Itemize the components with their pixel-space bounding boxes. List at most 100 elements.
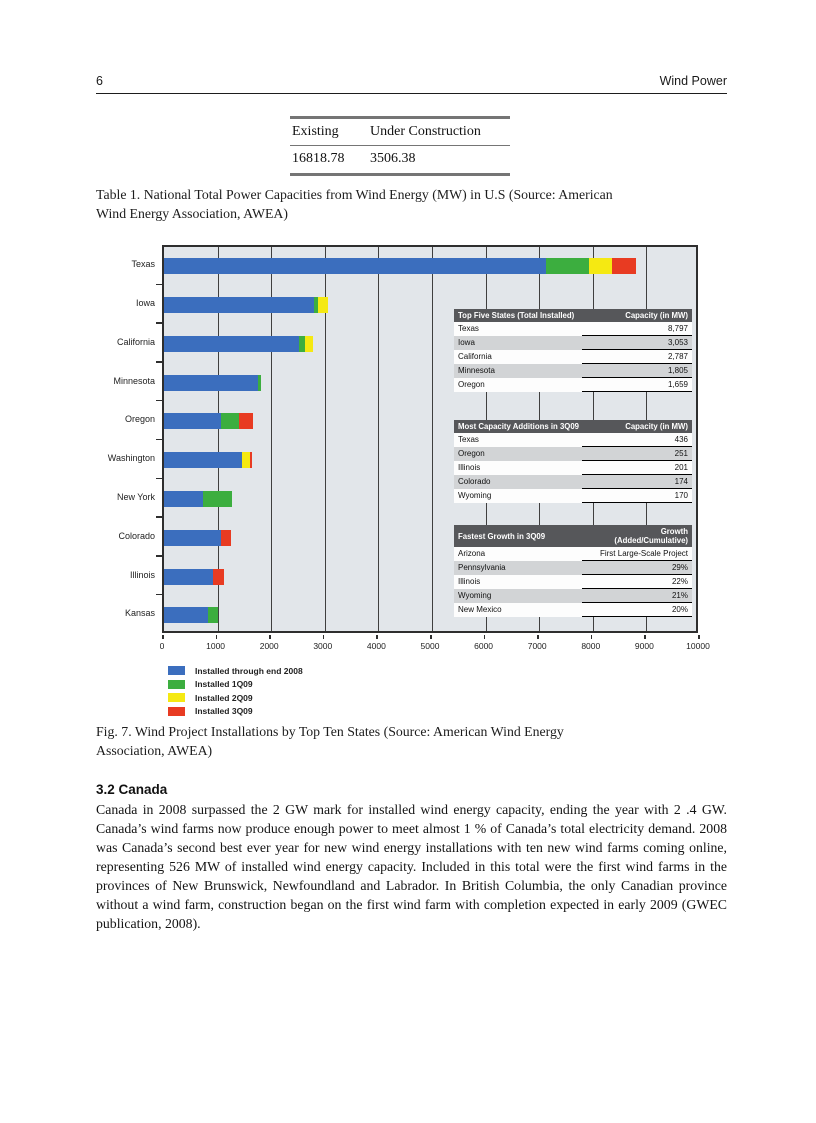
x-tick-mark-7000 [537,635,539,640]
x-tick-mark-3000 [322,635,325,640]
inset-row-value: 29% [582,561,692,576]
inset-table-title: Top Five States (Total Installed) [458,311,575,321]
category-label-minnesota: Minnesota [113,375,155,386]
legend-label: Installed 3Q09 [195,706,253,717]
x-tick-label-9000: 9000 [634,641,654,652]
bar-texas-installed-3q09 [612,258,636,275]
inset-table-2: Most Capacity Additions in 3Q09 Capacity … [454,420,692,504]
gridline-2000 [271,247,273,632]
bar-new-york-installed-1q09 [203,490,233,507]
fig7-caption: Fig. 7. Wind Project Installations by To… [96,723,727,760]
bar-texas-installed-2q09 [588,258,613,275]
inset-row-value: 201 [582,461,692,476]
bar-illinois-installed-3q09 [213,568,224,585]
category-label-oregon: Oregon [124,414,155,425]
inset-row-name: Wyoming [458,591,492,601]
inset-table-row: Pennsylvania 29% [454,561,692,576]
inset-row-value: 2,787 [582,350,692,365]
x-tick-label-7000: 7000 [527,641,547,652]
bar-texas-installed-through-end-2008 [164,258,546,275]
inset-row-name: Minnesota [458,366,495,376]
category-label-texas: Texas [131,259,155,270]
inset-table-row: New Mexico 20% [454,603,692,618]
inset-table-title: Fastest Growth in 3Q09 [458,531,546,541]
running-header: 6 Wind Power [96,74,727,94]
legend-swatch [168,666,185,676]
x-tick-label-0: 0 [159,641,165,652]
category-label-new-york: New York [116,491,155,502]
x-tick-mark-8000 [590,635,593,640]
inset-row-name: Iowa [458,338,475,348]
inset-table-row: Arizona First Large-Scale Project [454,547,692,562]
page-content: 6 Wind Power Existing Under Construction… [96,0,727,933]
inset-row-name: Oregon [458,449,485,459]
inset-table-row: Illinois 22% [454,575,692,590]
category-label-iowa: Iowa [135,297,155,308]
inset-row-name: Arizona [458,549,486,559]
inset-table-row: Oregon 251 [454,447,692,462]
inset-table-value-header: Capacity (in MW) [625,311,688,321]
bar-iowa-installed-through-end-2008 [164,296,314,313]
section-heading-canada: 3.2 Canada [96,782,168,798]
inset-row-value: 8,797 [582,322,692,337]
inset-table-row: Iowa 3,053 [454,336,692,351]
legend-swatch [168,706,185,716]
inset-row-value: 174 [582,475,692,490]
chart-legend: Installed through end 2008 Installed 1Q09… [168,664,303,718]
gridline-1000 [217,247,219,632]
table1-header-existing: Existing [292,124,339,139]
category-label-illinois: Illinois [129,569,155,580]
bar-new-york-installed-through-end-2008 [164,490,204,507]
bar-california-installed-1q09 [298,335,306,352]
inset-row-name: California [458,352,492,362]
bar-colorado-installed-through-end-2008 [164,529,222,546]
inset-row-name: Illinois [458,577,481,587]
inset-table-header: Fastest Growth in 3Q09 Growth (Added/Cumu… [454,525,692,548]
inset-table-row: Wyoming 21% [454,589,692,604]
x-tick-mark-10000 [698,635,700,640]
category-label-washington: Washington [107,453,155,464]
inset-row-value: 170 [582,489,692,504]
inset-table-1: Top Five States (Total Installed) Capacit… [454,309,692,393]
bar-kansas-installed-1q09 [207,607,219,624]
bar-minnesota-installed-through-end-2008 [164,374,259,391]
bar-oregon-installed-through-end-2008 [164,413,222,430]
inset-table-3: Fastest Growth in 3Q09 Growth (Added/Cumu… [454,525,692,618]
legend-swatch [168,693,185,703]
bar-texas-installed-1q09 [545,258,589,275]
bar-washington-installed-through-end-2008 [164,452,242,469]
y-tick-2 [156,322,162,324]
x-tick-mark-5000 [430,635,432,640]
canada-paragraph: Canada in 2008 surpassed the 2 GW mark f… [96,802,727,932]
y-tick-1 [156,283,162,286]
inset-table-row: Minnesota 1,805 [454,364,692,379]
table1-header-row: Existing Under Construction [290,119,510,146]
inset-row-value: 21% [582,589,692,604]
bar-washington-installed-2q09 [241,452,250,469]
bar-california-installed-through-end-2008 [164,335,299,352]
table1-header-under-construction: Under Construction [370,124,481,139]
inset-table-value-header: Growth (Added/Cumulative) [614,527,688,546]
y-tick-5 [156,438,162,441]
x-tick-label-5000: 5000 [420,641,440,652]
inset-row-name: Illinois [458,463,481,473]
inset-table-row: California 2,787 [454,350,692,365]
legend-label: Installed 2Q09 [195,692,253,703]
legend-row-installed-through-end-2008: Installed through end 2008 [168,664,303,678]
table1-value-existing: 16818.78 [292,151,345,166]
x-tick-mark-0 [162,635,164,640]
inset-row-name: New Mexico [458,605,502,615]
inset-row-name: Wyoming [458,491,492,501]
inset-row-name: Colorado [458,477,491,487]
table1-national-capacity: Existing Under Construction 16818.78 350… [290,116,510,176]
legend-row-installed-1q09: Installed 1Q09 [168,678,303,692]
bar-california-installed-2q09 [305,335,314,352]
inset-row-value: 1,805 [582,364,692,379]
inset-row-value: 436 [582,433,692,448]
x-tick-mark-2000 [269,635,271,640]
y-tick-4 [156,399,162,402]
legend-label: Installed 1Q09 [195,679,253,690]
gridline-5000 [432,247,433,632]
inset-row-value: 3,053 [582,336,692,351]
bar-minnesota-installed-1q09 [258,374,261,391]
